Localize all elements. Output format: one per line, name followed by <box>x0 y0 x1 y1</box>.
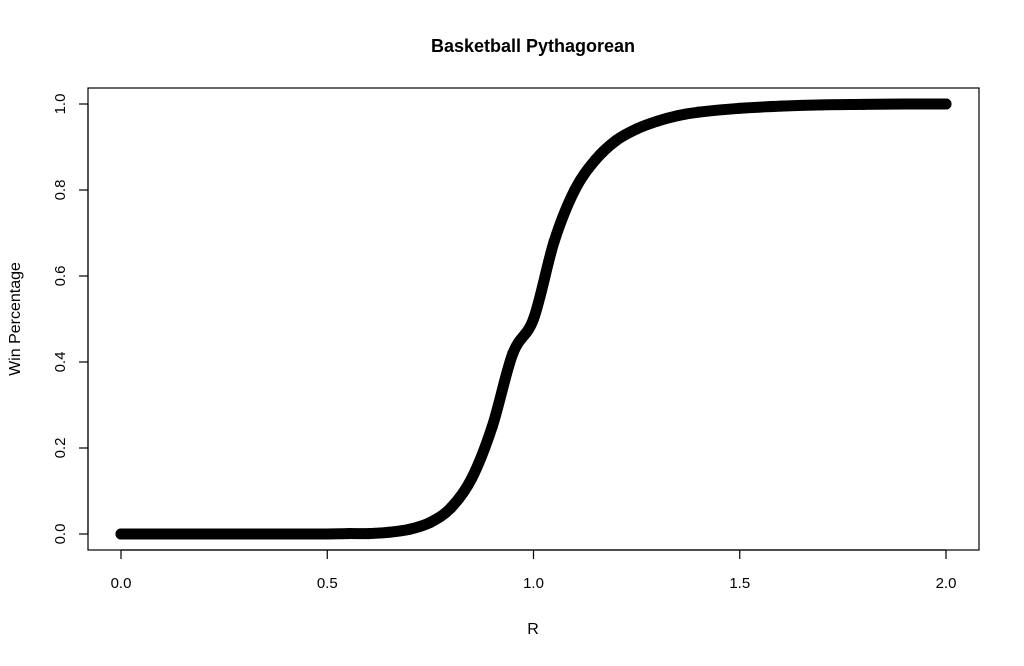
data-point <box>342 528 354 540</box>
data-point <box>610 135 622 147</box>
data-point <box>548 236 560 248</box>
data-point <box>940 98 952 110</box>
data-point <box>424 516 436 528</box>
data-point <box>404 523 416 535</box>
data-point <box>858 98 869 110</box>
x-tick-label: 2.0 <box>936 575 957 592</box>
data-point <box>775 100 787 112</box>
y-tick-label: 1.0 <box>52 94 69 115</box>
y-tick-label: 0.0 <box>52 524 69 545</box>
data-point <box>445 502 457 514</box>
data-point <box>672 110 684 122</box>
data-point <box>528 313 539 325</box>
data-point <box>383 526 395 538</box>
y-tick-label: 0.8 <box>52 180 69 201</box>
data-point <box>816 99 828 111</box>
data-point <box>466 473 478 485</box>
x-tick-label: 0.0 <box>111 575 132 592</box>
data-point <box>321 528 333 540</box>
data-point <box>486 421 498 432</box>
x-axis-label: R <box>527 621 539 638</box>
y-axis: 0.0 0.2 0.4 0.6 0.8 1.0 <box>52 94 89 545</box>
data-point <box>734 102 746 114</box>
data-point <box>280 528 292 540</box>
data-point <box>198 528 209 540</box>
data-point <box>693 106 704 118</box>
data-point <box>156 528 168 540</box>
data-point <box>115 528 127 540</box>
data-point <box>899 98 911 110</box>
data-point <box>589 154 601 166</box>
x-tick-label: 0.5 <box>317 575 338 592</box>
chart-title: Basketball Pythagorean <box>431 36 635 56</box>
data-point <box>631 123 643 135</box>
y-axis-label: Win Percentage <box>7 262 24 376</box>
data-point <box>507 347 519 359</box>
x-axis: 0.0 0.5 1.0 1.5 2.0 <box>111 549 957 592</box>
x-tick-label: 1.5 <box>729 575 750 592</box>
y-tick-label: 0.2 <box>52 438 69 459</box>
y-tick-label: 0.6 <box>52 266 69 287</box>
data-point <box>363 528 374 540</box>
y-tick-label: 0.4 <box>52 352 69 373</box>
x-tick-label: 1.0 <box>523 575 544 592</box>
data-point <box>239 528 251 540</box>
data-point <box>651 115 663 127</box>
data-point <box>569 184 581 196</box>
series-layer <box>115 98 952 540</box>
